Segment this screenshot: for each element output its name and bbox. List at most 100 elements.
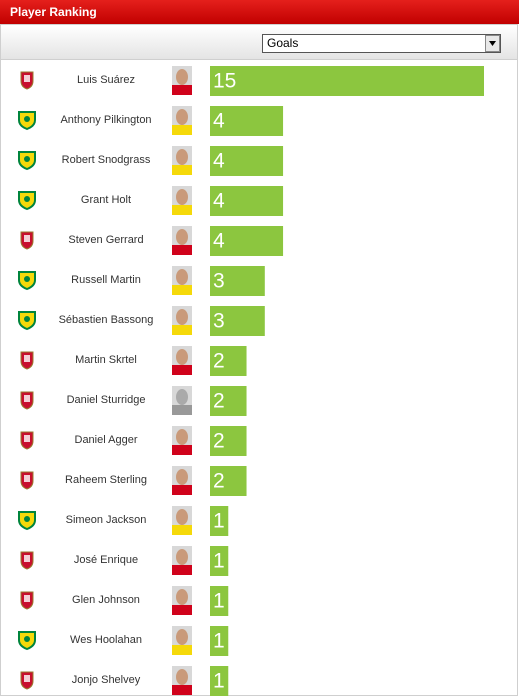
row: Glen Johnson 1 <box>20 586 229 616</box>
bar <box>210 546 229 576</box>
row: Russell Martin 3 <box>18 266 265 296</box>
photo-shirt <box>172 565 192 575</box>
player-name: Steven Gerrard <box>68 234 143 246</box>
bar <box>210 346 247 376</box>
crest-detail <box>24 116 30 122</box>
photo-head <box>176 189 188 205</box>
player-name: Wes Hoolahan <box>70 634 142 646</box>
value-label: 1 <box>213 550 225 573</box>
player-name: Robert Snodgrass <box>62 154 151 166</box>
player-name: Sébastien Bassong <box>59 314 154 326</box>
row: Simeon Jackson 1 <box>18 506 229 536</box>
photo-shirt <box>172 485 192 495</box>
player-name: Martin Skrtel <box>75 354 137 366</box>
crest-detail <box>24 196 30 202</box>
player-name: Daniel Agger <box>75 434 138 446</box>
crest-detail <box>24 595 30 602</box>
photo-shirt <box>172 365 192 375</box>
photo-head <box>176 549 188 565</box>
bar <box>210 106 284 136</box>
value-label: 2 <box>213 350 225 373</box>
bar <box>210 266 265 296</box>
crest-detail <box>24 675 30 682</box>
photo-head <box>176 149 188 165</box>
row: Luis Suárez 15 <box>20 66 484 96</box>
value-label: 2 <box>213 470 225 493</box>
dropdown-box[interactable] <box>262 34 501 53</box>
bar <box>210 586 229 616</box>
crest-detail <box>24 355 30 362</box>
row: Anthony Pilkington 4 <box>18 106 284 136</box>
player-name: Russell Martin <box>71 274 141 286</box>
crest-detail <box>24 555 30 562</box>
photo-head <box>176 669 188 685</box>
photo-head <box>176 429 188 445</box>
photo-shirt <box>172 245 192 255</box>
value-label: 1 <box>213 630 225 653</box>
photo-head <box>176 629 188 645</box>
value-label: 15 <box>213 70 236 93</box>
crest-detail <box>24 636 30 642</box>
photo-shirt <box>172 525 192 535</box>
photo-shirt <box>172 285 192 295</box>
photo-shirt <box>172 85 192 95</box>
photo-shirt <box>172 645 192 655</box>
bar <box>210 226 284 256</box>
value-label: 2 <box>213 390 225 413</box>
bar <box>210 426 247 456</box>
row: José Enrique 1 <box>20 546 229 576</box>
row: Grant Holt 4 <box>18 186 284 216</box>
photo-shirt <box>172 325 192 335</box>
photo-shirt <box>172 445 192 455</box>
bar <box>210 466 247 496</box>
row: Sébastien Bassong 3 <box>18 306 265 336</box>
crest-detail <box>24 75 30 82</box>
photo-head <box>176 509 188 525</box>
value-label: 4 <box>213 190 225 213</box>
value-label: 4 <box>213 110 225 133</box>
photo-head <box>176 269 188 285</box>
bar <box>210 386 247 416</box>
row: Raheem Sterling 2 <box>20 466 247 496</box>
photo-shirt <box>172 165 192 175</box>
value-label: 4 <box>213 230 225 253</box>
value-label: 3 <box>213 270 225 293</box>
crest-detail <box>24 276 30 282</box>
photo-head <box>176 229 188 245</box>
bar <box>210 626 229 656</box>
value-label: 1 <box>213 510 225 533</box>
dropdown-value[interactable]: Goals <box>267 36 298 50</box>
player-name: Jonjo Shelvey <box>72 674 141 686</box>
row: Robert Snodgrass 4 <box>18 146 284 176</box>
bar <box>210 146 284 176</box>
player-name: Grant Holt <box>81 194 131 206</box>
crest-detail <box>24 395 30 402</box>
photo-shirt <box>172 605 192 615</box>
row: Steven Gerrard 4 <box>20 226 284 256</box>
bar <box>210 186 284 216</box>
row: Jonjo Shelvey 1 <box>20 666 229 696</box>
player-name: Raheem Sterling <box>65 474 147 486</box>
value-label: 3 <box>213 310 225 333</box>
value-label: 1 <box>213 670 225 693</box>
photo-head <box>176 109 188 125</box>
photo-shirt <box>172 205 192 215</box>
photo-head <box>176 309 188 325</box>
value-label: 4 <box>213 150 225 173</box>
crest-detail <box>24 316 30 322</box>
value-label: 1 <box>213 590 225 613</box>
crest-detail <box>24 156 30 162</box>
player-name: Simeon Jackson <box>66 514 147 526</box>
bar <box>210 66 484 96</box>
crest-detail <box>24 475 30 482</box>
value-label: 2 <box>213 430 225 453</box>
photo-shirt <box>172 685 192 695</box>
row: Daniel Agger 2 <box>20 426 247 456</box>
dropdown[interactable]: Goals <box>262 34 501 53</box>
player-name: José Enrique <box>74 554 138 566</box>
crest-detail <box>24 516 30 522</box>
photo-head <box>176 349 188 365</box>
dropdown-arrow <box>489 41 496 46</box>
